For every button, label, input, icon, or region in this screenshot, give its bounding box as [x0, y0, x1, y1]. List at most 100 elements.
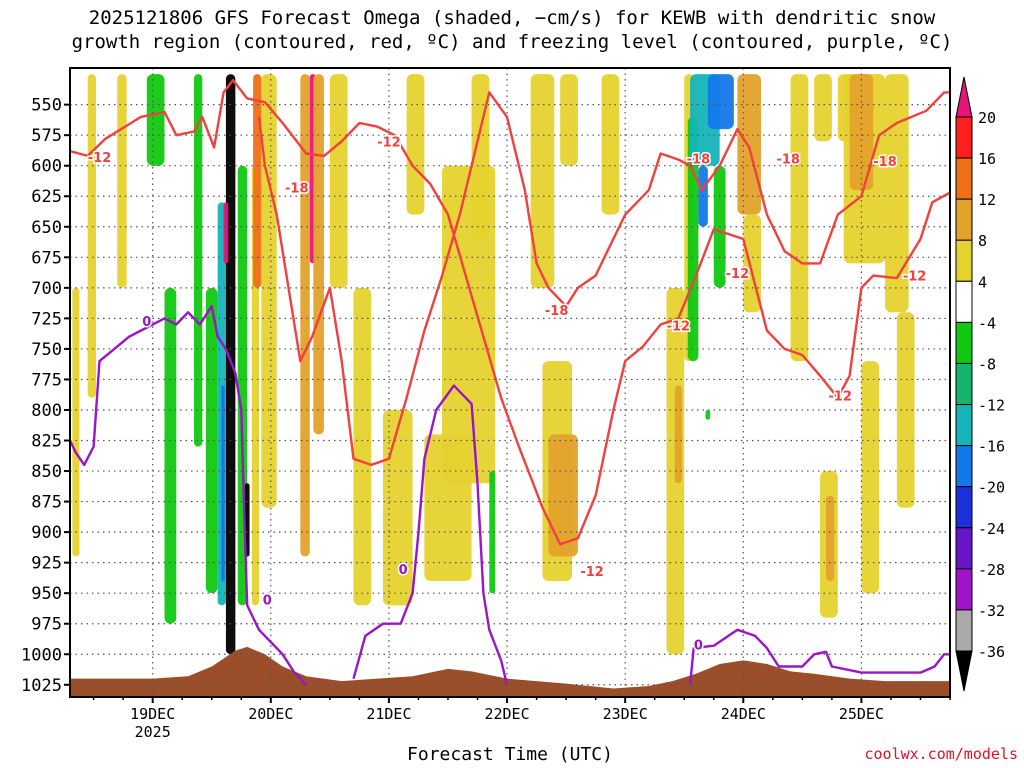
contour-label-0-3: -12 — [726, 267, 750, 282]
contour-line-0 — [70, 79, 950, 546]
colorbar-label-1: 16 — [978, 150, 996, 168]
colorbar-label-12: -32 — [978, 602, 1005, 620]
contour-label-0-5: -12 — [828, 389, 852, 404]
colorbar-band-9 — [955, 486, 973, 529]
omega-shade-44 — [814, 74, 832, 142]
y-tick-label-1025: 1025 — [21, 676, 62, 696]
contour-label-1-4: -18 — [873, 155, 897, 170]
y-tick-label-600: 600 — [31, 157, 62, 177]
contour-label-4-0: 0 — [694, 638, 703, 653]
omega-shade-5 — [194, 74, 203, 447]
omega-shade-2 — [117, 74, 127, 288]
omega-shade-52 — [896, 312, 915, 508]
x-tick-label-24: 24DEC — [721, 705, 766, 723]
contour-line-2 — [70, 305, 308, 686]
x-tick-label-19: 19DEC — [130, 705, 175, 723]
colorbar-label-10: -24 — [978, 520, 1005, 538]
x-tick-label-22: 22DEC — [484, 705, 529, 723]
colorbar-band-6 — [955, 362, 973, 406]
colorbar-band-0 — [955, 116, 973, 159]
y-tick-label-900: 900 — [31, 523, 62, 543]
y-tick-label-950: 950 — [31, 584, 62, 604]
y-tick-label-625: 625 — [31, 187, 62, 207]
x-tick-label-21: 21DEC — [366, 705, 411, 723]
y-tick-label-975: 975 — [31, 615, 62, 635]
omega-shade-49 — [849, 74, 874, 191]
y-tick-label-925: 925 — [31, 554, 62, 574]
contour-label-2-0: 0 — [142, 315, 151, 330]
omega-shade-40 — [705, 409, 711, 420]
colorbar-label-2: 12 — [978, 191, 996, 209]
colorbar-label-9: -20 — [978, 479, 1005, 497]
colorbar-label-8: -16 — [978, 438, 1005, 456]
y-tick-label-650: 650 — [31, 218, 62, 238]
colorbar-band-4 — [955, 280, 973, 323]
contour-label-1-1: -18 — [545, 304, 569, 319]
omega-shade-24 — [442, 165, 496, 484]
y-tick-label-700: 700 — [31, 279, 62, 299]
colorbar-band-5 — [955, 321, 973, 364]
omega-shade-21 — [383, 409, 413, 606]
omega-shade-50 — [861, 361, 880, 594]
x-axis-title: Forecast Time (UTC) — [407, 744, 613, 765]
y-tick-label-850: 850 — [31, 462, 62, 482]
colorbar-band-8 — [955, 445, 973, 488]
colorbar-top-arrow — [955, 76, 973, 118]
contour-label-0-0: -12 — [88, 151, 112, 166]
colorbar-band-3 — [955, 239, 973, 282]
omega-shade-16 — [300, 74, 310, 557]
contour-label-0-6: -12 — [580, 565, 604, 580]
y-tick-label-775: 775 — [31, 370, 62, 390]
x-tick-label-23: 23DEC — [603, 705, 648, 723]
colorbar-label-3: 8 — [978, 232, 987, 250]
x-tick-label-20: 20DEC — [248, 705, 293, 723]
contour-line-1 — [257, 91, 950, 467]
plot-frame — [69, 67, 951, 698]
chart-title: 2025121806 GFS Forecast Omega (shaded, −… — [0, 6, 1024, 54]
x-tick-label-25: 25DEC — [839, 705, 884, 723]
title-line-1: 2025121806 GFS Forecast Omega (shaded, −… — [88, 7, 936, 29]
contour-label-1-3: -18 — [776, 152, 800, 167]
contour-label-2-1: 0 — [263, 593, 272, 608]
omega-shade-33 — [674, 385, 682, 484]
omega-shade-4 — [164, 287, 177, 624]
title-line-2: growth region (contoured, red, ºC) and f… — [71, 31, 953, 53]
y-tick-label-1000: 1000 — [21, 645, 62, 665]
contour-label-0-2: -12 — [667, 320, 691, 335]
omega-shade-8 — [221, 385, 225, 581]
omega-shade-27 — [530, 74, 555, 288]
omega-shade-14 — [253, 74, 262, 288]
colorbar-band-12 — [955, 609, 973, 652]
omega-shade-43 — [790, 74, 809, 362]
x-tick-sublabel-19: 2025 — [135, 723, 171, 741]
colorbar-label-0: 20 — [978, 109, 996, 127]
colorbar-bottom-arrow — [955, 650, 973, 692]
omega-shade-41 — [737, 74, 762, 215]
omega-shade-0 — [87, 74, 96, 398]
contour-label-3-0: 0 — [399, 563, 408, 578]
colorbar-label-5: -4 — [978, 314, 996, 332]
omega-shade-20 — [353, 287, 372, 606]
y-tick-label-800: 800 — [31, 401, 62, 421]
colorbar-label-11: -28 — [978, 561, 1005, 579]
y-tick-label-875: 875 — [31, 493, 62, 513]
omega-shade-3 — [146, 74, 165, 166]
colorbar-label-4: 4 — [978, 273, 987, 291]
omega-shade-29 — [548, 434, 578, 557]
y-tick-label-550: 550 — [31, 96, 62, 116]
colorbar-band-2 — [955, 198, 973, 241]
colorbar-label-13: -36 — [978, 643, 1005, 661]
credit-link[interactable]: coolwx.com/models — [864, 745, 1018, 763]
omega-shade-31 — [601, 74, 620, 215]
contour-label-1-0: -18 — [285, 182, 309, 197]
y-tick-label-675: 675 — [31, 248, 62, 268]
omega-shade-30 — [560, 74, 578, 166]
omega-shade-22 — [406, 74, 425, 215]
omega-shade-38 — [707, 74, 734, 130]
colorbar-label-7: -12 — [978, 397, 1005, 415]
omega-shade-19 — [329, 74, 348, 288]
omega-shade-10 — [223, 202, 229, 264]
y-tick-label-750: 750 — [31, 340, 62, 360]
colorbar-band-7 — [955, 404, 973, 447]
